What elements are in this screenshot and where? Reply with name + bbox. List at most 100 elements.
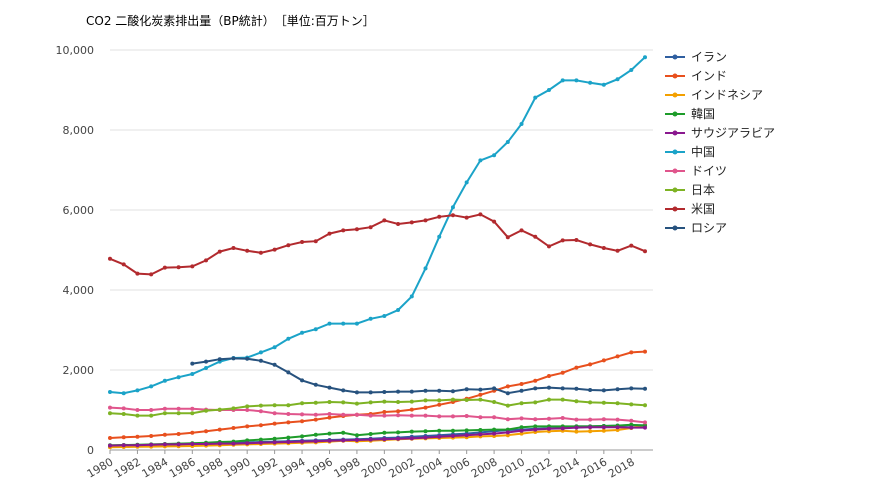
legend-item[interactable]: 中国 (665, 144, 715, 159)
data-point (643, 403, 647, 408)
data-point (574, 417, 579, 422)
data-point (588, 242, 593, 247)
data-point (560, 416, 565, 420)
legend-item[interactable]: インドネシア (665, 88, 763, 102)
data-point (423, 398, 428, 403)
legend-item[interactable]: サウジアラビア (665, 126, 775, 140)
data-point (560, 397, 565, 402)
legend-item[interactable]: 日本 (665, 183, 715, 197)
data-point (204, 366, 209, 370)
data-point (121, 435, 126, 440)
data-point (327, 431, 332, 436)
legend-label: インドネシア (691, 88, 763, 102)
data-point (135, 388, 140, 393)
data-point (464, 180, 469, 185)
data-point (368, 437, 373, 442)
data-point (231, 246, 236, 250)
data-point (464, 428, 469, 433)
data-point (423, 405, 428, 410)
x-tick-label: 2002 (387, 455, 418, 480)
legend-item[interactable]: イラン (665, 50, 727, 64)
data-point (464, 387, 469, 392)
data-point (354, 321, 359, 326)
data-point (121, 412, 126, 416)
legend-label: 韓国 (691, 107, 715, 121)
data-point (176, 265, 181, 270)
legend-item[interactable]: 米国 (665, 202, 715, 216)
x-tick-label: 1992 (249, 455, 280, 480)
data-point (135, 413, 140, 418)
data-point (519, 388, 524, 393)
data-point (108, 405, 112, 410)
data-point (437, 388, 442, 393)
data-point (423, 435, 428, 440)
data-point (231, 406, 236, 411)
legend-item[interactable]: ロシア (665, 221, 727, 235)
legend-item[interactable]: 韓国 (665, 107, 715, 121)
legend-item[interactable]: ドイツ (665, 164, 727, 178)
data-point (149, 384, 154, 389)
data-point (272, 436, 277, 441)
data-point (245, 248, 250, 253)
data-point (533, 400, 538, 405)
data-point (588, 362, 593, 367)
data-point (162, 265, 167, 270)
x-tick-label: 2008 (469, 455, 500, 480)
x-tick-label: 2016 (579, 455, 610, 480)
data-point (601, 358, 606, 363)
data-point (176, 442, 181, 447)
data-point (615, 354, 620, 359)
x-tick-label: 1988 (194, 455, 225, 480)
data-point (478, 428, 483, 432)
data-point (300, 378, 305, 383)
x-tick-label: 1996 (304, 455, 335, 480)
data-point (574, 365, 579, 370)
data-point (546, 397, 551, 402)
data-point (396, 409, 401, 414)
legend-marker (672, 54, 678, 60)
data-point (615, 425, 620, 430)
data-point (382, 399, 387, 404)
data-point (601, 82, 606, 87)
x-tick-label: 2004 (414, 455, 445, 480)
data-point (560, 78, 565, 83)
series-日本 (108, 397, 647, 418)
data-point (437, 398, 442, 403)
data-point (505, 417, 510, 422)
data-point (286, 412, 291, 416)
data-point (190, 411, 195, 416)
data-point (135, 408, 140, 412)
data-point (245, 404, 250, 409)
legend-marker (672, 206, 678, 212)
legend-marker (672, 73, 678, 79)
x-tick-label: 2018 (606, 455, 637, 480)
data-point (533, 234, 538, 239)
data-point (478, 397, 483, 402)
data-point (560, 426, 565, 431)
data-point (204, 258, 209, 263)
data-point (629, 418, 634, 423)
legend-item[interactable]: インド (665, 69, 727, 83)
data-point (601, 400, 606, 405)
legend-label: イラン (691, 50, 727, 64)
data-point (409, 436, 414, 441)
data-point (437, 434, 442, 439)
x-tick-label: 2000 (359, 455, 390, 480)
data-point (450, 213, 455, 218)
data-point (588, 429, 593, 434)
data-point (492, 400, 497, 404)
data-point (217, 249, 222, 254)
legend-marker (672, 187, 678, 193)
series-中国 (108, 55, 647, 396)
data-point (231, 441, 236, 446)
data-point (190, 264, 195, 269)
data-point (327, 321, 332, 326)
data-point (629, 402, 634, 407)
legend-label: ドイツ (691, 164, 727, 178)
data-point (341, 321, 346, 326)
data-point (108, 256, 112, 261)
data-point (190, 430, 195, 435)
data-point (190, 361, 195, 366)
data-point (300, 439, 305, 444)
x-tick-label: 1984 (140, 455, 171, 480)
